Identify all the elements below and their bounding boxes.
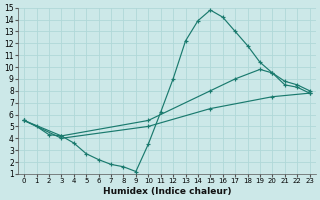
X-axis label: Humidex (Indice chaleur): Humidex (Indice chaleur) — [103, 187, 231, 196]
